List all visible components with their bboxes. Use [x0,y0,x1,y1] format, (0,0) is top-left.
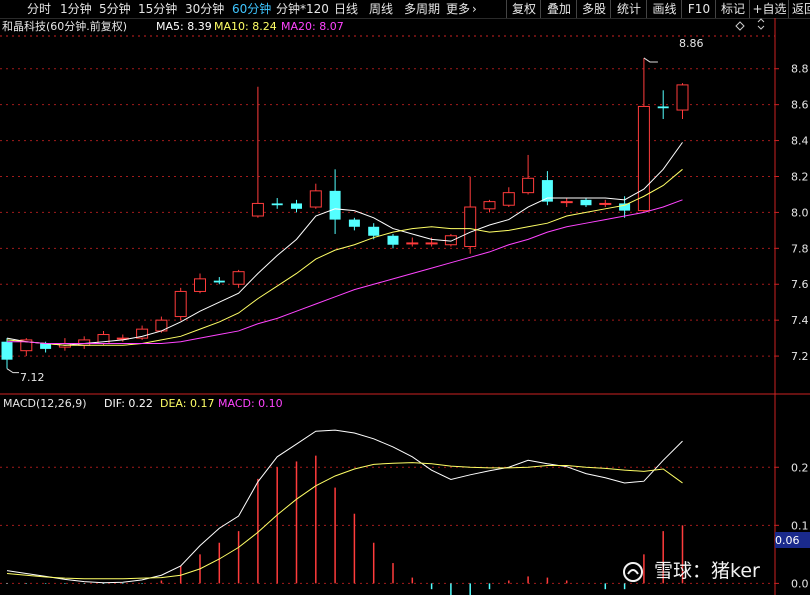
candle-body [619,203,631,211]
candle-body [425,242,438,245]
y-tick-label: 7.6 [791,278,809,291]
ma5-label: MA5: 8.39 [156,20,212,33]
toolbar-button-8[interactable]: 返回 [788,0,810,18]
toolbar-button-6[interactable]: 标记 [715,0,750,18]
macd-title: MACD(12,26,9) [3,397,87,410]
ma10-label: MA10: 8.24 [214,20,277,33]
candle-body [406,242,419,245]
period-tab-3[interactable]: 15分钟 [138,2,178,16]
dif-line [6,429,683,584]
candle-body [20,339,33,352]
candle-body [483,201,496,210]
macd-current-value: 0.06 [775,534,800,547]
candle-body [271,203,283,206]
period-tab-10[interactable]: 更多 [446,2,471,16]
candle-body [78,339,91,346]
low-marker [6,368,19,374]
y-tick-label: 8.4 [791,135,809,148]
period-tab-5[interactable]: 60分钟 [232,2,272,16]
high-marker [643,57,658,63]
high-annotation: 8.86 [679,37,704,50]
candle-body [522,177,535,194]
candle-body [560,201,573,204]
watermark: 雪球：猪ker [622,556,760,582]
y-tick-label: 0.1 [791,519,809,532]
candle-body [368,226,380,236]
period-tab-6[interactable]: 分钟*120 [276,2,329,16]
ma-line-ma5 [6,142,683,346]
dif-label: DIF: 0.22 [104,397,153,410]
y-tick-label: 7.4 [791,314,809,327]
candle-body [348,219,360,227]
candle-body [232,271,245,285]
toolbar-button-7[interactable]: +自选 [749,0,789,18]
toolbar-button-4[interactable]: 画线 [646,0,682,18]
candle-body [194,278,206,292]
low-annotation: 7.12 [20,371,45,384]
period-tab-2[interactable]: 5分钟 [99,2,131,16]
candle-body [174,290,187,318]
ma-line-ma10 [6,168,683,346]
dea-line [6,462,683,580]
candle-body [444,235,457,246]
candle-body [309,190,322,208]
toolbar-button-5[interactable]: F10 [681,0,716,18]
xueqiu-logo-icon [623,561,643,582]
y-tick-label: 8.0 [791,206,809,219]
candle-body [329,190,341,220]
period-tab-0[interactable]: 分时 [27,2,52,16]
y-tick-label: 8.6 [791,99,809,112]
period-tab-4[interactable]: 30分钟 [185,2,225,16]
toolbar-button-1[interactable]: 叠加 [540,0,577,18]
candle-body [251,202,264,217]
toolbar: 分时 1分钟 5分钟 15分钟 30分钟 60分钟 分钟*120 日线 周线 多周期 更多 › 复权 叠加… [0,0,810,19]
candle-body [637,105,650,212]
watermark-text: 雪球：猪ker [654,560,760,582]
candle-body [676,84,689,111]
y-tick-label: 0.0 [791,577,809,590]
candle-body [40,343,52,349]
candle-body [291,203,302,209]
macd-label: MACD: 0.10 [218,397,283,410]
ma20-label: MA20: 8.07 [281,20,344,33]
candle-body [657,106,669,109]
period-tab-1[interactable]: 1分钟 [60,2,92,16]
diamond-icon [735,21,745,31]
period-tab-8[interactable]: 周线 [369,2,394,16]
y-tick-label: 8.8 [791,63,809,76]
dea-label: DEA: 0.17 [160,397,214,410]
period-tab-7[interactable]: 日线 [334,2,359,16]
y-tick-label: 0.2 [791,461,809,474]
y-tick-label: 8.2 [791,170,809,183]
candle-body [213,280,225,283]
toolbar-button-0[interactable]: 复权 [506,0,541,18]
candle-body [1,341,13,360]
candle-body [136,328,149,339]
candle-body [387,235,399,245]
candle-body [599,202,612,205]
y-tick-label: 7.2 [791,350,809,363]
candle-body [464,206,477,248]
candle-body [580,199,592,206]
chart-title: 和晶科技(60分钟.前复权) [2,19,127,33]
period-tab-9[interactable]: 多周期 [404,2,441,16]
ma-line-ma20 [7,199,683,345]
toolbar-button-2[interactable]: 多股 [576,0,611,18]
expand-icon [757,18,765,30]
y-tick-label: 7.8 [791,242,809,255]
candle-body [541,180,553,202]
more-arrow-icon[interactable]: › [472,2,477,16]
candle-body [502,192,515,206]
macd-value-box [775,532,810,548]
toolbar-button-3[interactable]: 统计 [610,0,647,18]
